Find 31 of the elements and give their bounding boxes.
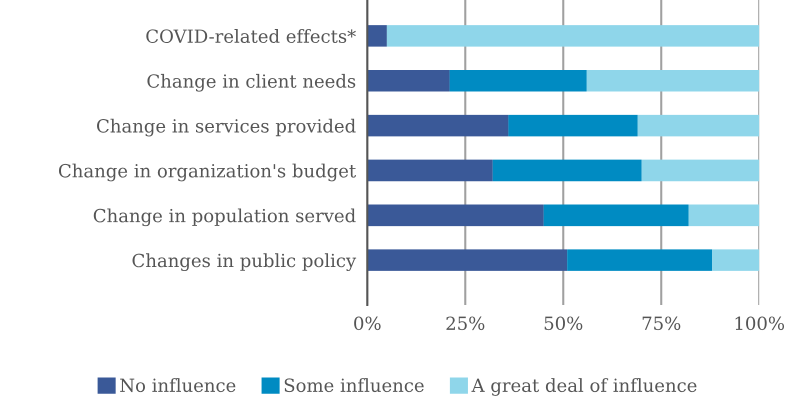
x-tick-label: 0% [354, 316, 381, 330]
bar [367, 249, 568, 271]
y-tick-label: COVID-related effects* [146, 29, 356, 43]
y-tick-label: Changes in public policy [132, 253, 356, 272]
bar [638, 114, 760, 136]
bar [642, 160, 760, 182]
bar [367, 160, 493, 182]
bar [712, 249, 760, 271]
x-tick-label: 75% [642, 316, 680, 330]
bar [688, 204, 760, 226]
bar [367, 70, 450, 92]
bar [544, 204, 689, 226]
x-tick-label: 100% [736, 316, 784, 330]
y-tick-label: Change in organization's budget [58, 164, 356, 182]
bar [367, 204, 544, 226]
x-tick-label: 50% [544, 316, 582, 330]
legend-label: A great deal of influence [471, 378, 696, 396]
bar [492, 160, 642, 182]
y-tick-label: Change in services provided [97, 118, 356, 136]
bar [386, 25, 760, 47]
bar [367, 25, 387, 47]
x-tick-label: 25% [446, 316, 484, 330]
legend-label: No influence [120, 378, 236, 392]
y-tick-label: Change in client needs [147, 74, 356, 92]
bar [508, 114, 638, 136]
legend-label: Some influence [284, 378, 424, 392]
bar [567, 249, 712, 271]
y-tick-label: Change in population served [94, 208, 356, 226]
bar [450, 70, 587, 92]
bar [586, 70, 760, 92]
bar [367, 114, 508, 136]
